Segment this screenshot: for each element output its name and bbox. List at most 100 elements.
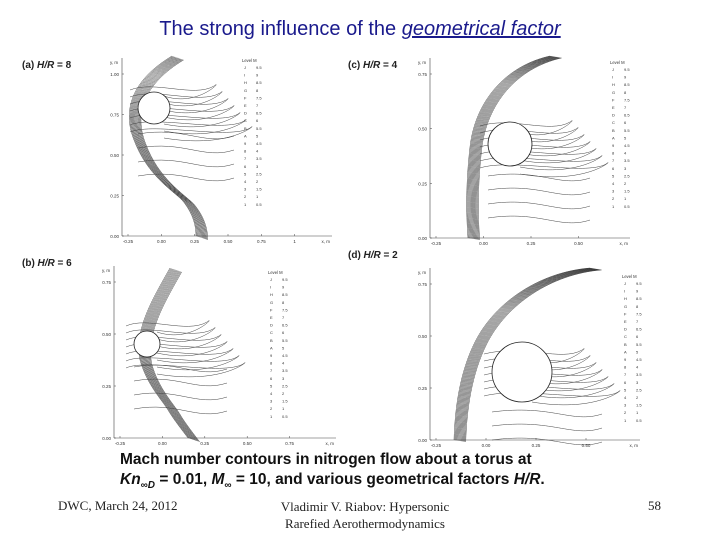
legend-mach-value: 7 (282, 315, 285, 320)
x-tick-label: -0.25 (123, 239, 134, 244)
legend-mach-value: 1 (256, 194, 259, 199)
shock-contour-line (139, 268, 190, 439)
shock-contour-line (141, 268, 191, 440)
shock-layer-contours (466, 55, 562, 240)
flow-contour-line (491, 409, 603, 418)
x-tick-label: 0.75 (285, 441, 294, 446)
legend-level: 5 (612, 173, 615, 178)
x-tick-label: 0.50 (243, 441, 252, 446)
shock-contour-line (470, 56, 555, 239)
torus-section-circle (133, 330, 161, 358)
y-tick-label: 0.00 (418, 236, 427, 241)
legend-mach-value: 6.5 (636, 327, 642, 332)
legend-mach-value: 8.5 (256, 80, 262, 85)
contour-svg-d: 0.75 0.50 0.25 0.00 y, m -0.25 0.00 0.25 0.50 x, … (418, 267, 642, 448)
y-tick-label: 0.75 (110, 113, 119, 118)
y-tick-label: 0.50 (418, 334, 427, 339)
x-axis-label: x, m (326, 441, 335, 446)
legend-mach-value: 4 (256, 149, 259, 154)
x-tick-label: 0.50 (224, 239, 233, 244)
shock-contour-line (149, 271, 199, 442)
legend-mach-value: 8.5 (282, 292, 288, 297)
legend-level: F (244, 95, 247, 100)
flow-contour-line (487, 201, 591, 210)
legend-level: 3 (624, 403, 627, 408)
legend-mach-value: 0.5 (636, 418, 642, 423)
legend-level: C (244, 118, 247, 123)
legend-level: 5 (244, 171, 247, 176)
x-tick-label: 0.25 (190, 239, 199, 244)
shock-contour-line (137, 58, 205, 239)
legend-level: 7 (624, 372, 627, 377)
footer-author: Vladimir V. Riabov: Hypersonic Rarefied … (280, 499, 450, 531)
panel-b-label: (b) H/R = 6 (22, 258, 72, 269)
figure-caption: Mach number contours in nitrogen flow ab… (120, 450, 680, 496)
legend-mach-value: 5.5 (256, 126, 262, 131)
shock-contour-line (146, 270, 197, 441)
legend-level: G (624, 304, 627, 309)
legend-mach-value: 2.5 (256, 171, 262, 176)
x-tick-label: 0.75 (257, 239, 266, 244)
legend-level: E (270, 315, 273, 320)
shock-contour-line (474, 57, 559, 240)
slide-title: The strong influence of the geometrical … (0, 18, 720, 41)
legend-level: 3 (244, 187, 247, 192)
legend-level: C (624, 334, 627, 339)
torus-section-circle (491, 341, 553, 403)
x-tick-label: 0.00 (158, 441, 167, 446)
legend-level: 2 (270, 406, 273, 411)
shock-contour-line (470, 56, 554, 239)
legend-mach-value: 6.5 (256, 111, 262, 116)
shock-layer-contours (138, 267, 200, 443)
legend-mach-value: 3.5 (624, 158, 630, 163)
x-tick-label: 0.00 (157, 239, 166, 244)
shock-contour-line (129, 56, 198, 237)
legend-mach-value: 7.5 (282, 307, 288, 312)
flow-contour-line (491, 437, 603, 446)
contour-plot-d: 0.75 0.50 0.25 0.00 y, m -0.25 0.00 0.25 0.50 x, … (400, 262, 662, 450)
y-tick-label: 0.50 (110, 153, 119, 158)
shock-contour-line (478, 57, 562, 240)
legend-mach-value: 9 (282, 285, 285, 290)
caption-line-2: Kn∞D = 0.01, M∞ = 10, and various geomet… (120, 471, 545, 492)
legend-mach-value: 9.5 (282, 277, 288, 282)
shock-contour-line (455, 268, 592, 441)
legend-mach-value: 1.5 (282, 399, 288, 404)
legend-level: C (270, 330, 273, 335)
legend-mach-value: 2.5 (624, 173, 630, 178)
legend-level: H (624, 296, 627, 301)
legend-mach-value: 8.5 (636, 296, 642, 301)
legend-mach-value: 7.5 (624, 97, 630, 102)
legend-level: A (270, 345, 273, 350)
shock-contour-line (473, 56, 558, 240)
y-tick-label: 0.75 (102, 280, 111, 285)
flow-contours (483, 348, 621, 446)
legend-mach-value: 0.5 (624, 204, 630, 209)
flow-contour-line (487, 173, 591, 182)
legend-level: H (612, 82, 615, 87)
legend-mach-value: 6 (282, 330, 285, 335)
legend-mach-value: 2 (282, 391, 285, 396)
legend-level: H (270, 292, 273, 297)
legend-mach-value: 5.5 (282, 338, 288, 343)
legend-mach-value: 8 (636, 304, 639, 309)
y-tick-label: 1.00 (110, 72, 119, 77)
shock-contour-line (454, 267, 591, 441)
shock-contour-line (135, 57, 203, 239)
shock-contour-line (129, 55, 197, 237)
legend-level: I (270, 285, 271, 290)
flow-contour-line (491, 423, 603, 432)
legend-level: D (244, 111, 247, 116)
legend-mach-value: 6.5 (624, 113, 630, 118)
legend-mach-value: 4 (624, 151, 627, 156)
y-tick-label: 0.00 (110, 234, 119, 239)
flow-contour-line (137, 131, 235, 140)
y-tick-label: 0.25 (418, 181, 427, 186)
legend-level: I (624, 289, 625, 294)
legend-mach-value: 5.5 (624, 128, 630, 133)
shock-contour-line (147, 270, 198, 442)
legend-mach-value: 4 (282, 361, 285, 366)
x-tick-label: 0.25 (200, 441, 209, 446)
legend-mach-value: 8 (624, 90, 627, 95)
legend-level: G (270, 300, 273, 305)
